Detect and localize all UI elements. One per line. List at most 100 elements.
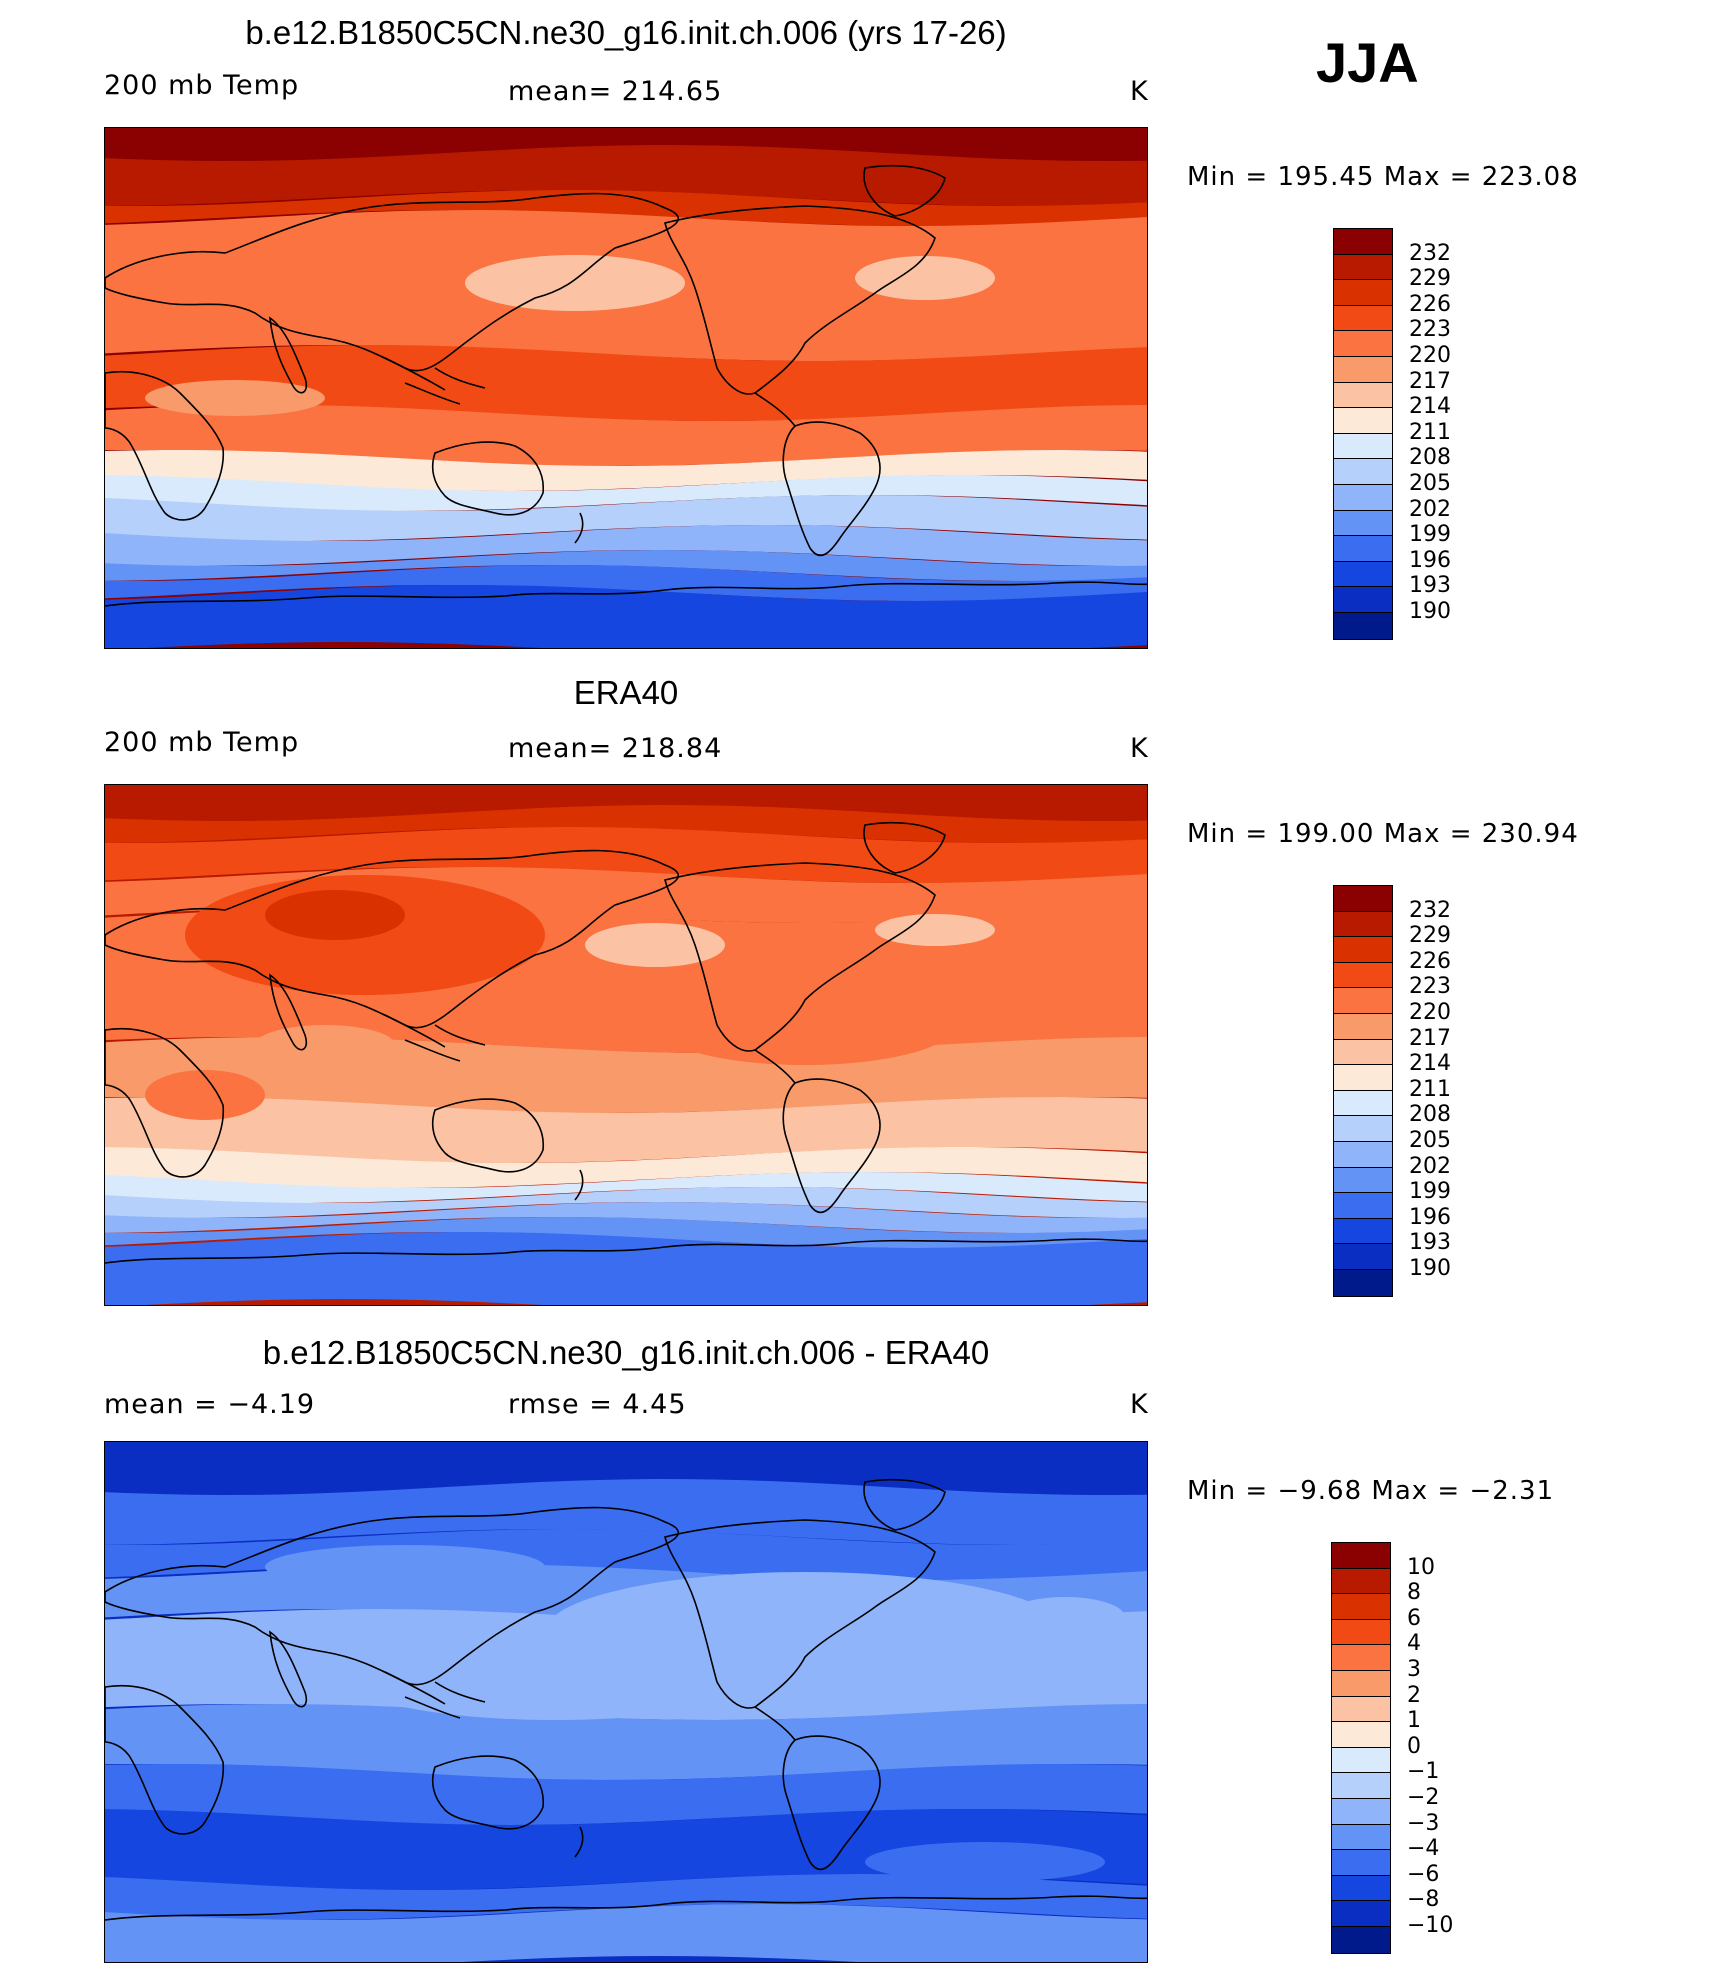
colorbar-label: 202: [1409, 496, 1451, 522]
colorbar-label: 8: [1407, 1580, 1421, 1606]
coastline: [574, 1826, 584, 1858]
season-label: JJA: [1316, 31, 1419, 94]
colorbar-swatch: [1332, 1594, 1390, 1620]
colorbar-label: 208: [1409, 445, 1451, 471]
coastline: [105, 1506, 680, 1686]
contour-band: [105, 1172, 1147, 1203]
panel3-mean-label: mean = −4.19: [104, 1389, 316, 1420]
coastline: [384, 1671, 486, 1719]
contour-band: [105, 805, 1147, 843]
panel3-max: Max = −2.31: [1371, 1476, 1555, 1506]
colorbar-swatch: [1334, 561, 1392, 588]
colorbar-swatch: [1332, 1773, 1390, 1799]
colorbar-label: 196: [1409, 547, 1451, 573]
panel2-max: Max = 230.94: [1383, 819, 1579, 849]
coastline: [863, 164, 946, 217]
colorbar-swatch: [1334, 356, 1392, 383]
coastline: [754, 392, 796, 427]
contour-region: [355, 1644, 755, 1720]
colorbar-label: 232: [1409, 897, 1451, 923]
colorbar-label: 6: [1407, 1605, 1421, 1631]
colorbar-label: 190: [1409, 599, 1451, 624]
coastline: [105, 370, 225, 521]
panel2-units: K: [1130, 733, 1149, 764]
colorbar-label: 10: [1407, 1554, 1435, 1580]
coastline: [269, 973, 308, 1051]
coastline: [431, 441, 544, 516]
coastline: [754, 1049, 796, 1084]
contour-region: [265, 890, 405, 940]
colorbar-swatch: [1332, 1543, 1390, 1569]
contour-band: [105, 495, 1147, 541]
colorbar-label: 214: [1409, 394, 1451, 420]
colorbar-swatch: [1334, 1116, 1392, 1142]
map-canvas: [105, 785, 1147, 1305]
colorbar-swatch: [1332, 1875, 1390, 1902]
coastline: [574, 1169, 584, 1201]
panel3-title: b.e12.B1850C5CN.ne30_g16.init.ch.006 - E…: [262, 1334, 990, 1371]
coastline: [863, 821, 946, 874]
contour-band: [105, 128, 1147, 161]
contour-region: [655, 985, 955, 1065]
colorbar-label: 1: [1407, 1708, 1421, 1734]
colorbar-swatch: [1334, 280, 1392, 306]
coastline: [664, 862, 936, 1052]
contour-region: [465, 255, 685, 311]
contour-band: [105, 1704, 1147, 1780]
colorbar-label: 229: [1409, 266, 1451, 292]
contour-region: [855, 256, 995, 300]
coastline: [782, 1735, 881, 1871]
colorbar-label: 223: [1409, 974, 1451, 1000]
colorbar-swatch: [1334, 937, 1392, 963]
contour-band: [105, 550, 1147, 581]
colorbar-label: 199: [1409, 1179, 1451, 1205]
coastline: [105, 1238, 1147, 1264]
colorbar-swatch: [1332, 1619, 1390, 1646]
contour-band: [105, 1904, 1147, 1962]
panel1-title: b.e12.B1850C5CN.ne30_g16.init.ch.006 (yr…: [245, 14, 1007, 51]
colorbar-label: 2: [1407, 1682, 1421, 1708]
contour-band: [105, 1232, 1147, 1305]
contour-band: [105, 190, 1147, 226]
contour-band: [105, 1187, 1147, 1218]
colorbar-label: −1: [1407, 1759, 1440, 1785]
colorbar-label: −3: [1407, 1810, 1440, 1836]
coastline: [431, 1098, 544, 1173]
colorbar-swatch: [1334, 1039, 1392, 1066]
coastline: [105, 1027, 225, 1178]
coastline: [863, 1478, 946, 1531]
map-canvas: [105, 1442, 1147, 1962]
colorbar-label: 211: [1409, 1076, 1451, 1102]
contour-region: [585, 923, 725, 967]
colorbar-label: 202: [1409, 1153, 1451, 1179]
panel1-min-max: Min = 195.45 Max = 223.08: [1187, 162, 1579, 192]
colorbar-swatch: [1334, 484, 1392, 511]
colorbar-swatch: [1332, 1824, 1390, 1851]
colorbar-label: 3: [1407, 1657, 1421, 1682]
contour-band: [105, 565, 1147, 601]
panel2-min: Min = 199.00: [1187, 819, 1375, 849]
coastline: [105, 581, 1147, 607]
colorbar-swatch: [1334, 1269, 1392, 1296]
colorbar-label: 217: [1409, 368, 1451, 394]
panel3-min-max: Min = −9.68 Max = −2.31: [1187, 1476, 1554, 1506]
colorbar-swatch: [1332, 1670, 1390, 1697]
contour-band: [105, 1764, 1147, 1825]
colorbar-label: −8: [1407, 1887, 1440, 1913]
coastline: [431, 1755, 544, 1830]
contour-band: [105, 405, 1147, 466]
contour-band: [105, 1442, 1147, 1495]
coastline: [574, 512, 584, 544]
colorbar-label: 223: [1409, 317, 1451, 343]
colorbar-label: −6: [1407, 1861, 1440, 1887]
colorbar-label: 214: [1409, 1051, 1451, 1077]
colorbar-label: 220: [1409, 343, 1451, 368]
contour-band: [105, 785, 1147, 821]
colorbar-label: 211: [1409, 419, 1451, 445]
colorbar-swatch: [1334, 1013, 1392, 1040]
colorbar-swatch: [1334, 911, 1392, 938]
colorbar-swatch: [1334, 331, 1392, 357]
panel3-colorbar: [1331, 1542, 1391, 1954]
colorbar-swatch: [1334, 1244, 1392, 1270]
colorbar-swatch: [1332, 1747, 1390, 1774]
